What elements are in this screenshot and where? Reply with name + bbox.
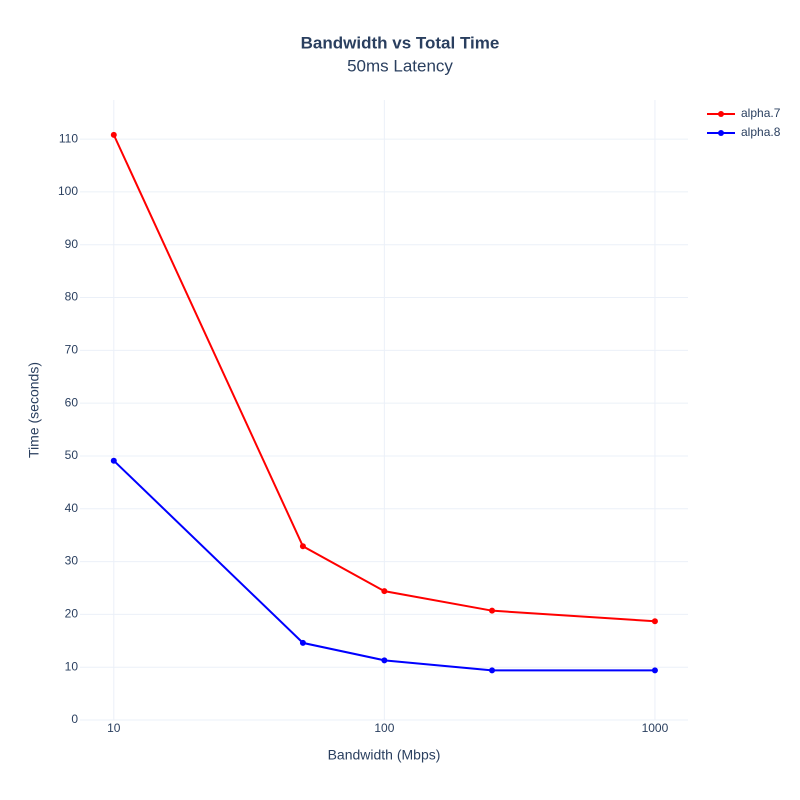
- legend-marker: [718, 111, 724, 117]
- y-tick-label: 50: [65, 448, 79, 462]
- y-tick-label: 80: [65, 290, 79, 304]
- y-tick-label: 100: [58, 184, 78, 198]
- data-point: [299, 543, 306, 550]
- y-tick-label: 10: [65, 659, 79, 673]
- data-point: [651, 618, 658, 625]
- data-point: [381, 588, 388, 595]
- data-point: [651, 667, 658, 674]
- legend-label: alpha.8: [741, 125, 781, 139]
- data-point: [489, 607, 496, 614]
- legend-label: alpha.7: [741, 106, 781, 120]
- x-axis-title: Bandwidth (Mbps): [328, 747, 441, 763]
- y-tick-label: 110: [59, 131, 78, 145]
- legend-marker: [718, 130, 724, 136]
- y-tick-label: 0: [71, 712, 78, 726]
- x-tick-label: 1000: [642, 721, 669, 735]
- data-point: [299, 639, 306, 646]
- data-point: [110, 131, 117, 138]
- y-axis-title: Time (seconds): [26, 362, 42, 458]
- y-tick-label: 30: [65, 554, 79, 568]
- x-tick-label: 100: [374, 721, 394, 735]
- x-tick-label: 10: [107, 721, 121, 735]
- y-tick-label: 40: [65, 501, 79, 515]
- data-point: [110, 457, 117, 464]
- y-tick-label: 90: [65, 237, 79, 251]
- y-tick-label: 60: [65, 395, 79, 409]
- chart-subtitle: 50ms Latency: [347, 56, 453, 75]
- y-tick-label: 70: [65, 342, 79, 356]
- chart-title: Bandwidth vs Total Time: [301, 33, 500, 52]
- data-point: [381, 657, 388, 664]
- data-point: [489, 667, 496, 674]
- y-tick-label: 20: [65, 607, 79, 621]
